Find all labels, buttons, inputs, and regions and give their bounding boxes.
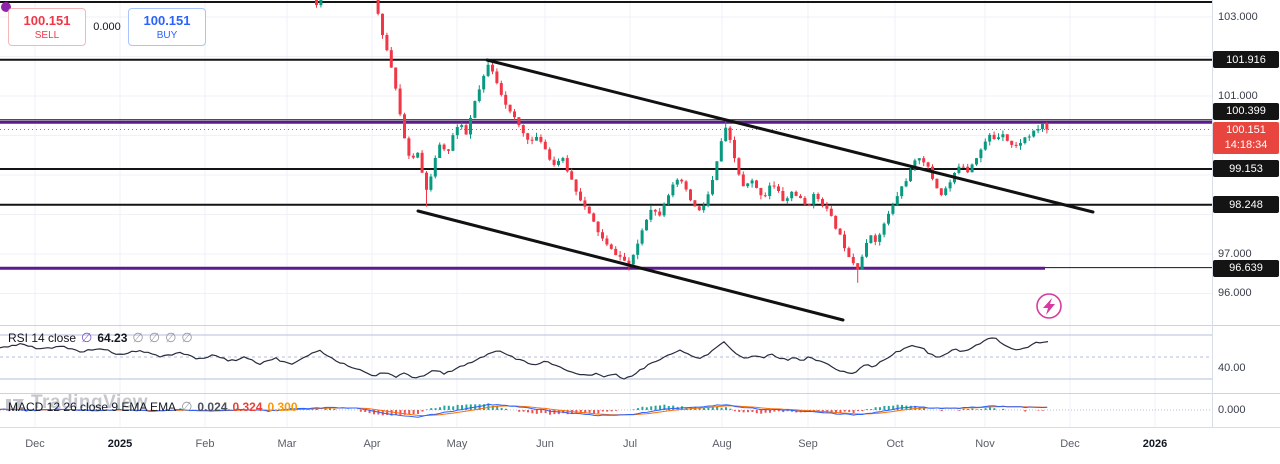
macd-signal-value: 0.300 xyxy=(267,400,298,414)
macd-legend-title: MACD 12 26 close 9 EMA EMA xyxy=(8,400,177,414)
buy-button[interactable]: 100.151 BUY xyxy=(128,8,206,46)
macd-legend: MACD 12 26 close 9 EMA EMA ∅ 0.024 0.324… xyxy=(8,400,298,414)
time-axis-label: Sep xyxy=(798,438,818,450)
price-level-badge: 98.248 xyxy=(1213,196,1279,214)
price-level-badge: 99.153 xyxy=(1213,160,1279,178)
candlestick-series xyxy=(315,0,1049,283)
rsi-legend: RSI 14 close ∅ 64.23 ∅ ∅ ∅ ∅ xyxy=(8,331,193,345)
sell-button[interactable]: 100.151 SELL xyxy=(8,8,86,46)
time-axis-label: 2026 xyxy=(1142,438,1168,450)
macd-axis-label: 0.000 xyxy=(1218,404,1246,416)
current-price-time: 14:18:34 xyxy=(1224,139,1268,151)
price-level-badge: 96.639 xyxy=(1213,259,1279,277)
time-axis[interactable] xyxy=(0,427,1280,464)
price-axis-label: 101.000 xyxy=(1218,89,1258,102)
spread-value: 0.000 xyxy=(93,21,121,33)
time-axis-label: Jul xyxy=(622,438,638,450)
trendlines[interactable] xyxy=(416,58,1095,322)
time-axis-label: Aug xyxy=(712,438,732,450)
price-axis-label: 97.000 xyxy=(1218,247,1252,260)
time-axis-label: Apr xyxy=(363,438,381,450)
price-level-badge: 100.399 xyxy=(1213,102,1279,120)
quick-action-lightning-icon[interactable] xyxy=(1036,293,1062,319)
buy-price: 100.151 xyxy=(143,12,191,28)
order-panel: 100.151 SELL 0.000 100.151 BUY xyxy=(8,8,206,46)
rsi-value: 64.23 xyxy=(97,331,128,345)
rsi-hide-icon[interactable]: ∅ xyxy=(81,330,93,345)
price-axis-label: 96.000 xyxy=(1218,287,1252,300)
tradingview-logo-icon xyxy=(6,399,24,411)
macd-hide-icon[interactable]: ∅ xyxy=(181,399,193,414)
watermark-text: TradingView xyxy=(31,392,149,413)
tradingview-watermark: TradingView xyxy=(6,392,148,414)
time-axis-label: Jun xyxy=(536,438,554,450)
rsi-axis-label: 40.00 xyxy=(1218,362,1246,374)
time-axis-label: Dec xyxy=(1060,438,1080,450)
rsi-plot-hidden-icon[interactable]: ∅ xyxy=(148,330,161,345)
time-axis-label: 2025 xyxy=(107,438,133,450)
sell-price: 100.151 xyxy=(23,12,71,28)
rsi-plot-hidden-icon[interactable]: ∅ xyxy=(181,330,193,345)
time-axis-label: Mar xyxy=(277,438,297,450)
rsi-plot-hidden-icon[interactable]: ∅ xyxy=(132,330,144,345)
rsi-plot-hidden-icon[interactable]: ∅ xyxy=(165,330,177,345)
rsi-legend-title: RSI 14 close xyxy=(8,331,77,345)
current-price-badge: 100.151 14:18:34 xyxy=(1213,122,1279,154)
price-level-badge: 101.916 xyxy=(1213,51,1279,69)
sell-label: SELL xyxy=(34,29,60,41)
macd-line xyxy=(0,403,1048,418)
macd-line-value: 0.324 xyxy=(232,400,263,414)
price-axis-label: 103.000 xyxy=(1218,10,1258,23)
rsi-line xyxy=(0,337,1049,380)
buy-label: BUY xyxy=(156,29,178,41)
horizontal-level-lines[interactable] xyxy=(0,0,1212,270)
time-axis-label: Oct xyxy=(886,438,904,450)
time-axis-label: Feb xyxy=(195,438,215,450)
current-price-value: 100.151 xyxy=(1226,124,1266,136)
macd-hist-value: 0.024 xyxy=(197,400,228,414)
time-axis-label: Dec xyxy=(25,438,45,450)
gridlines xyxy=(0,0,1212,427)
time-axis-label: Nov xyxy=(975,438,995,450)
time-axis-label: May xyxy=(446,438,468,450)
